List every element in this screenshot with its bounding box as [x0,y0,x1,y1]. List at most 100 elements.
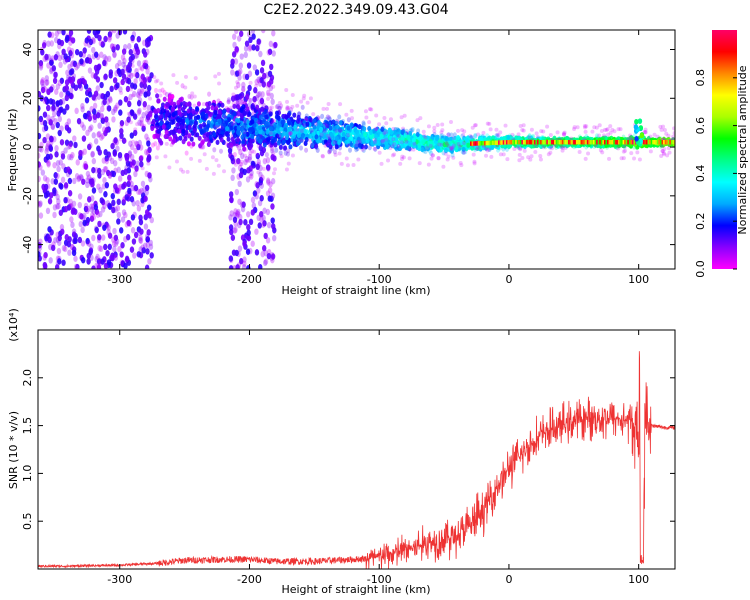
heatmap-cell [229,105,234,110]
heatmap-cell [136,143,141,151]
heatmap-cell [229,210,234,217]
heatmap-cell [91,132,96,139]
heatmap-cell [260,174,265,181]
heatmap-cell [96,183,101,190]
heatmap-cell [169,129,174,135]
heatmap-cell [337,114,342,120]
heatmap-cell [145,248,150,255]
heatmap-cell [516,132,521,137]
heatmap-cell [487,121,492,126]
heatmap-cell [124,194,129,201]
heatmap-cell [97,149,103,156]
heatmap-cell [97,130,102,138]
heatmap-cell [334,144,339,150]
heatmap-cell [97,122,102,129]
heatmap-cell [338,102,343,107]
heatmap-cell [67,63,72,71]
heatmap-cell [101,40,106,47]
heatmap-cell [181,119,186,125]
heatmap-cell [64,84,69,91]
heatmap-cell [529,154,534,159]
heatmap-cell [485,148,490,153]
heatmap-cell [335,120,340,125]
heatmap-cell [54,36,59,44]
heatmap-cell [236,144,242,151]
heatmap-cell [450,146,455,151]
heatmap-cell [116,187,121,195]
heatmap-cell [69,154,74,161]
heatmap-cell [100,41,105,48]
heatmap-cell [328,125,333,131]
heatmap-cell [349,122,354,128]
heatmap-cell [539,129,544,134]
heatmap-cell [248,218,254,226]
heatmap-cell [105,200,110,207]
heatmap-cell [428,143,433,148]
heatmap-cell [66,166,71,173]
heatmap-cell [132,252,137,259]
heatmap-cell [250,209,255,216]
heatmap-cell [462,129,467,134]
heatmap-cell [77,193,83,200]
heatmap-cell [52,211,57,219]
heatmap-cell [261,30,266,34]
heatmap-cell [518,147,523,152]
heatmap-cell [659,154,664,159]
heatmap-cell [326,133,331,138]
heatmap-cell [169,142,174,147]
heatmap-cell [243,100,248,105]
heatmap-cell [145,41,150,48]
heatmap-cell [196,101,201,107]
heatmap-cell [100,105,105,113]
heatmap-cell [103,243,108,251]
heatmap-cell [255,104,260,110]
heatmap-cell [142,79,148,86]
heatmap-cell [296,132,301,139]
heatmap-cell [250,149,255,154]
heatmap-cell [69,202,74,210]
heatmap-cell [199,129,204,136]
heatmap-cell [96,167,102,175]
heatmap-cell [257,100,262,106]
heatmap-cell [236,105,241,110]
heatmap-cell [468,135,473,141]
heatmap-cell [622,144,627,149]
heatmap-cell [235,100,240,106]
heatmap-cell [38,105,41,112]
heatmap-cell [475,145,480,150]
heatmap-cell [286,161,291,166]
heatmap-cell [634,136,639,142]
heatmap-cell [484,153,489,158]
heatmap-cell [256,76,261,83]
heatmap-cell [107,232,113,239]
heatmap-cell [235,210,240,217]
heatmap-cell [224,141,229,146]
heatmap-cell [637,157,642,162]
heatmap-cell [78,149,83,157]
heatmap-cell [599,128,604,133]
heatmap-cell [97,244,102,252]
heatmap-cell [665,153,670,158]
heatmap-cell [127,220,133,228]
heatmap-cell [251,44,256,51]
heatmap-cell [258,144,263,152]
heatmap-cell [81,124,87,131]
heatmap-cell [273,142,278,148]
heatmap-cell [267,70,273,78]
heatmap-cell [304,117,309,122]
heatmap-cell [51,105,56,112]
heatmap-cell [64,124,70,131]
heatmap-cell [86,30,92,34]
heatmap-cell [324,124,329,129]
heatmap-cell [118,99,123,106]
heatmap-cell [245,248,251,255]
heatmap-cell [249,173,254,180]
heatmap-cell [300,104,305,110]
heatmap-cell [461,140,466,145]
heatmap-cell [134,168,139,173]
heatmap-cell [136,36,142,43]
heatmap-cell [153,87,158,94]
heatmap-cell [55,172,60,180]
heatmap-cell [489,154,494,159]
heatmap-cell [60,176,66,184]
